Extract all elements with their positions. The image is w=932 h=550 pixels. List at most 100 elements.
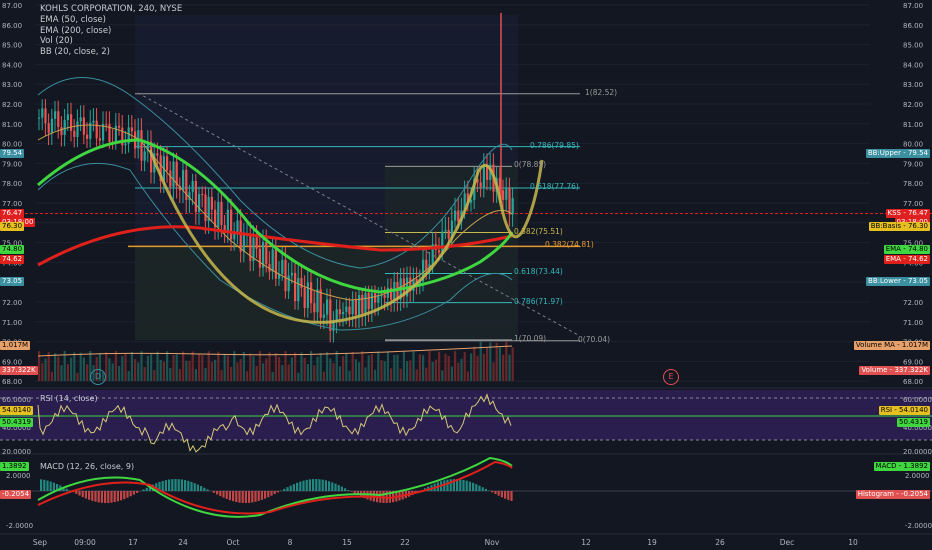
- macd-histogram-bar: [462, 479, 465, 491]
- macd-histogram-bar: [200, 486, 203, 491]
- volume-bar: [358, 362, 361, 381]
- candle-body: [345, 306, 348, 312]
- right-tag-bb_lower: BB:Lower - 73.05: [866, 277, 930, 287]
- candle-body: [438, 250, 441, 253]
- macd-histogram-bar: [225, 491, 228, 499]
- symbol-title[interactable]: KOHLS CORPORATION, 240, NYSE: [40, 4, 183, 14]
- volume-bars: [38, 341, 514, 381]
- macd-histogram-bar: [449, 479, 452, 491]
- candle-body: [121, 127, 124, 146]
- volume-bar: [473, 346, 476, 381]
- left-tag-bb_upper: 79.54: [0, 148, 25, 158]
- volume-bar: [294, 352, 297, 381]
- macd-histogram-bar: [228, 491, 231, 501]
- volume-bar: [214, 359, 217, 381]
- volume-bar: [239, 359, 242, 381]
- chart-legend: KOHLS CORPORATION, 240, NYSE EMA (50, cl…: [40, 4, 182, 58]
- macd-histogram-bar: [356, 491, 359, 496]
- volume-bar: [255, 365, 258, 381]
- candle-body: [118, 125, 121, 128]
- volume-bar: [274, 352, 277, 381]
- volume-bar: [441, 370, 444, 381]
- candle-body: [150, 141, 153, 173]
- volume-bar: [178, 369, 181, 381]
- candle-body: [431, 244, 434, 265]
- time-tick: Dec: [780, 538, 795, 547]
- time-tick: Oct: [227, 538, 240, 547]
- macd-histogram-bar: [174, 479, 177, 491]
- candle-body: [178, 185, 181, 191]
- volume-bar: [236, 362, 239, 381]
- candle-body: [303, 287, 306, 308]
- candle-body: [140, 130, 143, 161]
- volume-bar: [489, 342, 492, 381]
- candle-body: [194, 180, 197, 213]
- volume-bar: [505, 341, 508, 381]
- volume-bar: [303, 357, 306, 381]
- macd-title[interactable]: MACD (12, 26, close, 9): [40, 462, 135, 471]
- macd-histogram-bar: [328, 481, 331, 491]
- price-tick: 71.00: [903, 319, 923, 327]
- indicator-volume[interactable]: Vol (20): [40, 36, 73, 47]
- time-tick: 24: [178, 538, 188, 547]
- candle-body: [159, 155, 162, 182]
- price-tick: 81.00: [903, 121, 923, 129]
- dividend-marker[interactable]: D: [90, 369, 106, 385]
- macd-histogram-bar: [254, 491, 257, 502]
- macd-histogram-bar: [43, 479, 46, 491]
- macd-histogram-bar: [84, 491, 87, 499]
- volume-bar: [89, 351, 92, 381]
- macd-histogram-bar: [507, 491, 510, 500]
- macd-histogram-bar: [264, 491, 267, 499]
- candle-body: [102, 124, 105, 141]
- volume-bar: [146, 355, 149, 381]
- macd-histogram-bar: [142, 489, 145, 491]
- candle-body: [82, 117, 85, 135]
- macd-histogram-bar: [190, 481, 193, 491]
- indicator-ema50[interactable]: EMA (50, close): [40, 14, 106, 25]
- price-tick: 87.00: [903, 2, 923, 10]
- candle-body: [207, 196, 210, 222]
- volume-bar: [204, 367, 207, 381]
- rsi-title[interactable]: RSI (14, close): [40, 394, 98, 403]
- candle-body: [265, 242, 268, 265]
- volume-bar: [396, 354, 399, 381]
- candle-body: [322, 314, 325, 318]
- volume-bar: [479, 341, 482, 381]
- macd-histogram-bar: [235, 491, 238, 502]
- right-tag-hist: Histogram - -0.2054: [855, 490, 930, 499]
- candle-body: [316, 289, 319, 313]
- left-tag-hist: -0.2054: [0, 490, 32, 499]
- time-tick: Sep: [33, 538, 47, 547]
- macd-histogram-bar: [257, 491, 260, 501]
- candle-body: [502, 190, 505, 200]
- macd-histogram-bar: [110, 491, 113, 503]
- candle-body: [444, 229, 447, 232]
- volume-bar: [495, 342, 498, 381]
- earnings-marker[interactable]: E: [663, 369, 679, 385]
- indicator-bollinger[interactable]: BB (20, close, 2): [40, 47, 110, 58]
- fib-label-zero: 0(70.04): [578, 334, 611, 344]
- candle-body: [76, 121, 79, 137]
- volume-bar: [486, 348, 489, 381]
- candle-body: [377, 295, 380, 303]
- macd-histogram-bar: [494, 491, 497, 495]
- indicator-ema200[interactable]: EMA (200, close): [40, 25, 112, 36]
- macd-histogram-bar: [334, 483, 337, 491]
- candle-body: [447, 229, 450, 239]
- macd-histogram-bar: [270, 491, 273, 496]
- macd-tick: 2.0000: [6, 472, 31, 480]
- macd-line: [37, 456, 513, 518]
- macd-histogram-bar: [267, 491, 270, 498]
- candle-body: [342, 311, 345, 315]
- volume-bar: [281, 365, 284, 381]
- volume-bar: [502, 354, 505, 381]
- right-tag-rsi: RSI - 54.0140: [878, 406, 930, 415]
- candle-body: [41, 108, 44, 118]
- right-tag-vol_ma: Volume MA - 1.017M: [853, 341, 930, 350]
- candle-body: [409, 277, 412, 291]
- time-tick: 8: [288, 538, 293, 547]
- volume-bar: [329, 358, 332, 381]
- macd-histogram-bar: [168, 479, 171, 491]
